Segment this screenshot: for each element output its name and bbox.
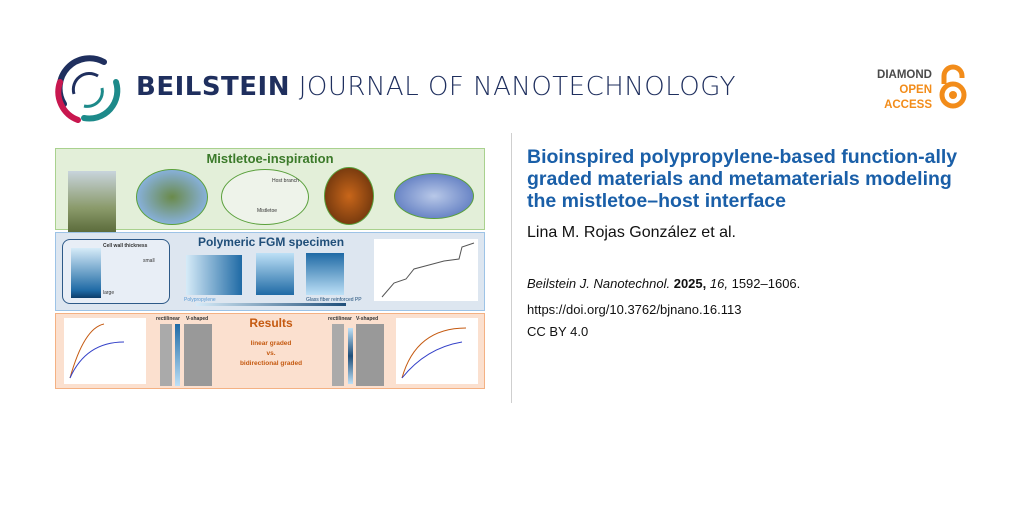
stress-strain-chart-left (64, 318, 146, 384)
label-pp: Polypropylene (184, 297, 216, 303)
beilstein-logo-icon (55, 55, 121, 123)
ga-panel-inspiration: Mistletoe-inspiration Host branch Mistle… (55, 148, 485, 233)
lattice-2 (306, 253, 344, 295)
label-host: Host branch (272, 178, 299, 184)
chevron-specimen (186, 255, 242, 295)
stress-strain-chart-right (396, 318, 478, 384)
micro-blue (394, 173, 474, 219)
label-gfpp: Glass fiber reinforced PP (306, 297, 362, 303)
license: CC BY 4.0 (527, 324, 589, 339)
micro-orange (324, 167, 374, 225)
label-vshaped-r: V-shaped (356, 316, 379, 322)
label-bidirectional: bidirectional graded (239, 360, 303, 367)
lattice-1 (256, 253, 294, 295)
divider (511, 133, 512, 403)
mistletoe-photo (136, 169, 208, 225)
ga-title-fgm: Polymeric FGM specimen (197, 235, 345, 249)
branch-photo: Host branch Mistletoe (221, 169, 309, 225)
oa-access: ACCESS (884, 99, 932, 111)
journal-name: BEILSTEIN JOURNAL OF NANOTECHNOLOGY (136, 72, 736, 102)
doi-link[interactable]: https://doi.org/10.3762/bjnano.16.113 (527, 302, 742, 317)
gradient-scheme: Cell wall thickness small large (62, 239, 170, 304)
ga-panel-results: rectilinear V-shaped Results linear grad… (55, 313, 485, 389)
oa-diamond: DIAMOND (877, 69, 932, 81)
article-authors: Lina M. Rojas González et al. (527, 224, 736, 241)
label-mistletoe: Mistletoe (257, 208, 278, 214)
ga-title-inspiration: Mistletoe-inspiration (206, 151, 334, 166)
label-small: small (143, 258, 155, 264)
label-vs: vs. (266, 350, 276, 357)
label-cell-wall: Cell wall thickness (103, 243, 148, 249)
fiber-content-chart (374, 239, 478, 301)
ga-panel-fgm: Cell wall thickness small large Polymeri… (55, 232, 485, 311)
label-linear: linear graded (250, 340, 292, 347)
label-rectilinear-r: rectilinear (328, 316, 352, 322)
article-title[interactable]: Bioinspired polypropylene-based function… (527, 146, 958, 212)
tree-photo (68, 171, 116, 233)
oa-open: OPEN (899, 84, 932, 96)
label-vshaped-l: V-shaped (186, 316, 209, 322)
ga-title-results: Results (249, 316, 293, 330)
citation: Beilstein J. Nanotechnol. 2025, 16, 1592… (527, 276, 801, 291)
open-access-lock-icon (939, 64, 967, 109)
label-rectilinear-l: rectilinear (156, 316, 180, 322)
label-large: large (103, 290, 115, 296)
